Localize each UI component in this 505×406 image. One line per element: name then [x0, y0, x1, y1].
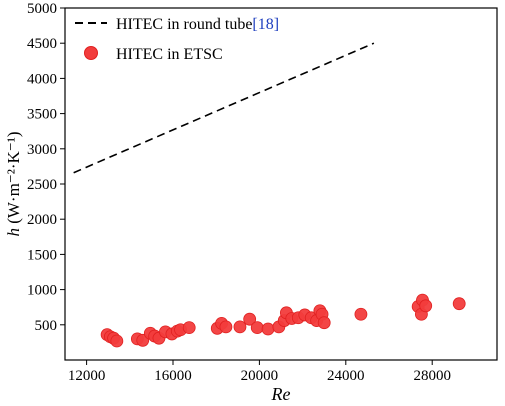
data-point-etsc	[182, 321, 196, 335]
data-point-etsc	[261, 322, 275, 336]
y-tick-label: 1500	[27, 247, 57, 263]
series-layer	[73, 42, 466, 348]
y-tick-label: 2500	[27, 177, 57, 193]
x-tick-label: 24000	[327, 368, 365, 384]
y-tick-label: 4500	[27, 36, 57, 52]
x-tick-label: 20000	[241, 368, 279, 384]
series-line-round-tube	[73, 42, 375, 174]
x-axis: 12000 16000 20000 24000 28000	[68, 360, 451, 384]
x-tick-label: 16000	[154, 368, 192, 384]
data-point-etsc	[243, 312, 257, 326]
y-tick-label: 4000	[27, 71, 57, 87]
y-tick-label: 500	[35, 318, 58, 334]
y-axis: 500 1000 1500 2000 2500 3000 3500 4000 4500 5000	[27, 1, 65, 334]
data-point-etsc	[110, 334, 124, 348]
data-point-etsc	[317, 316, 331, 330]
data-point-etsc	[452, 297, 466, 311]
y-tick-label: 3000	[27, 142, 57, 158]
data-point-etsc	[419, 299, 433, 313]
legend-label-etsc: HITEC in ETSC	[116, 46, 223, 63]
legend: HITEC in round tube[18] HITEC in ETSC	[75, 16, 279, 63]
data-point-etsc	[219, 320, 233, 334]
y-tick-label: 2000	[27, 212, 57, 228]
legend-swatch-etsc	[84, 46, 98, 60]
y-tick-label: 3500	[27, 107, 57, 123]
data-point-etsc	[233, 320, 247, 334]
x-tick-label: 28000	[413, 368, 451, 384]
x-tick-label: 12000	[68, 368, 106, 384]
data-point-etsc	[250, 321, 264, 335]
y-axis-title-symbol: h	[4, 228, 23, 237]
legend-label-round-tube: HITEC in round tube[18]	[116, 16, 279, 33]
x-axis-title: Re	[271, 384, 291, 404]
y-axis-title: h (W·m⁻²·K⁻¹)	[4, 131, 23, 236]
y-tick-label: 5000	[27, 1, 57, 17]
legend-label-round-tube-name: HITEC in round tube	[116, 16, 252, 33]
y-axis-title-unit: (W·m⁻²·K⁻¹)	[4, 131, 23, 223]
y-tick-label: 1000	[27, 283, 57, 299]
legend-label-round-tube-ref: [18]	[252, 16, 279, 33]
data-point-etsc	[354, 307, 368, 321]
